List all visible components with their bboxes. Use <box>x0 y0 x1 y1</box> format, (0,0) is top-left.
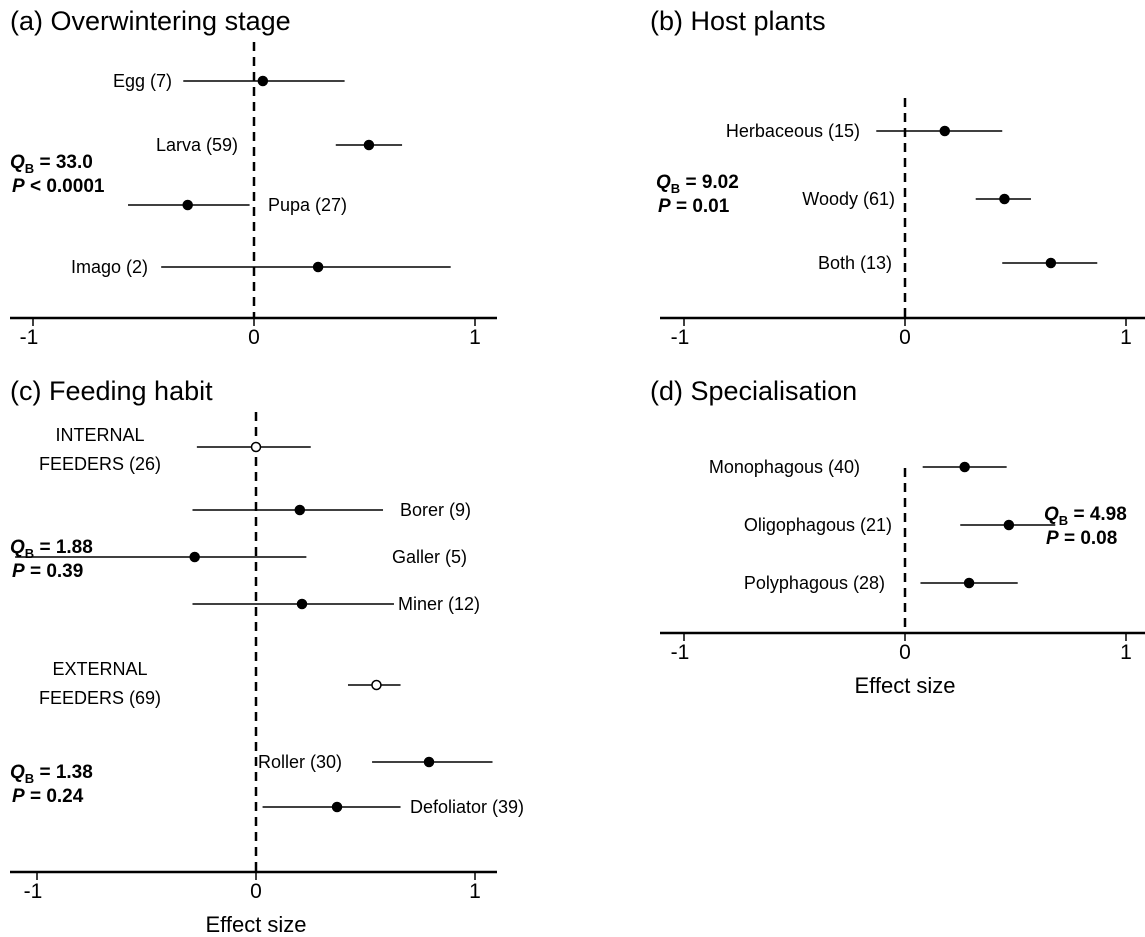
effect-point <box>939 125 951 137</box>
category-label: Miner (12) <box>398 594 480 614</box>
x-tick-label: -1 <box>24 880 43 903</box>
x-tick-label: 1 <box>469 326 481 349</box>
effect-point <box>423 756 435 768</box>
x-tick-label: 0 <box>250 880 262 903</box>
panel-0: (a) Overwintering stage -1 0 1 Egg (7) Larva … <box>10 6 497 349</box>
effect-point <box>250 441 262 453</box>
panel-3: (d) Specialisation -1 0 1 Effect size Monopha… <box>650 376 1145 698</box>
group-label: FEEDERS (26) <box>39 454 161 474</box>
x-tick-label: -1 <box>20 326 39 349</box>
x-tick-label: 0 <box>899 641 911 664</box>
category-label: Herbaceous (15) <box>726 121 860 141</box>
category-label: Oligophagous (21) <box>744 515 892 535</box>
panel-2: (c) Feeding habit -1 0 1 Effect size INTERNAL… <box>10 376 524 937</box>
effect-point <box>189 551 200 563</box>
effect-point <box>312 261 324 273</box>
x-tick-label: 1 <box>1120 326 1132 349</box>
category-label: Defoliator (39) <box>410 797 524 817</box>
category-label: Egg (7) <box>113 71 172 91</box>
effect-point <box>999 193 1010 205</box>
effect-point <box>182 199 193 211</box>
p-value: P = 0.39 <box>12 561 83 582</box>
p-value: P < 0.0001 <box>12 176 105 197</box>
effect-point <box>959 461 970 473</box>
category-label: Woody (61) <box>802 189 895 209</box>
effect-point <box>371 679 382 691</box>
group-label: INTERNAL <box>55 425 144 445</box>
q-statistic: QB = 1.88 <box>10 537 93 561</box>
q-statistic: QB = 1.38 <box>10 762 93 786</box>
panel-1: (b) Host plants -1 0 1 Herbaceous (15) Woody … <box>650 6 1145 349</box>
q-statistic: QB = 4.98 <box>1044 504 1127 528</box>
x-tick-label: 1 <box>469 880 481 903</box>
x-axis-label: Effect size <box>205 912 306 937</box>
effect-point <box>963 577 975 589</box>
category-label: Both (13) <box>818 253 892 273</box>
panel-title: (b) Host plants <box>650 6 826 36</box>
effect-point <box>257 75 269 87</box>
category-label: Monophagous (40) <box>709 457 860 477</box>
q-statistic: QB = 33.0 <box>10 152 93 176</box>
p-value: P = 0.01 <box>658 196 730 217</box>
x-tick-label: -1 <box>671 641 690 664</box>
panel-title: (a) Overwintering stage <box>10 6 291 36</box>
panel-title: (c) Feeding habit <box>10 376 213 406</box>
effect-point <box>294 504 306 516</box>
category-label: Larva (59) <box>156 135 238 155</box>
category-label: Imago (2) <box>71 257 148 277</box>
category-label: Borer (9) <box>400 500 471 520</box>
category-label: Polyphagous (28) <box>744 573 885 593</box>
effect-point <box>296 598 308 610</box>
effect-point <box>331 801 343 813</box>
effect-point <box>1045 257 1057 269</box>
group-label: FEEDERS (69) <box>39 688 161 708</box>
x-axis-label: Effect size <box>854 673 955 698</box>
x-tick-label: 0 <box>248 326 260 349</box>
p-value: P = 0.08 <box>1046 528 1117 549</box>
effect-point <box>363 139 375 151</box>
x-tick-label: 1 <box>1120 641 1132 664</box>
effect-point <box>1003 519 1015 531</box>
p-value: P = 0.24 <box>12 786 84 807</box>
x-tick-label: 0 <box>899 326 911 349</box>
category-label: Roller (30) <box>258 752 342 772</box>
category-label: Galler (5) <box>392 547 467 567</box>
x-tick-label: -1 <box>671 326 690 349</box>
group-label: EXTERNAL <box>52 659 147 679</box>
q-statistic: QB = 9.02 <box>656 172 739 196</box>
category-label: Pupa (27) <box>268 195 347 215</box>
panel-title: (d) Specialisation <box>650 376 857 406</box>
